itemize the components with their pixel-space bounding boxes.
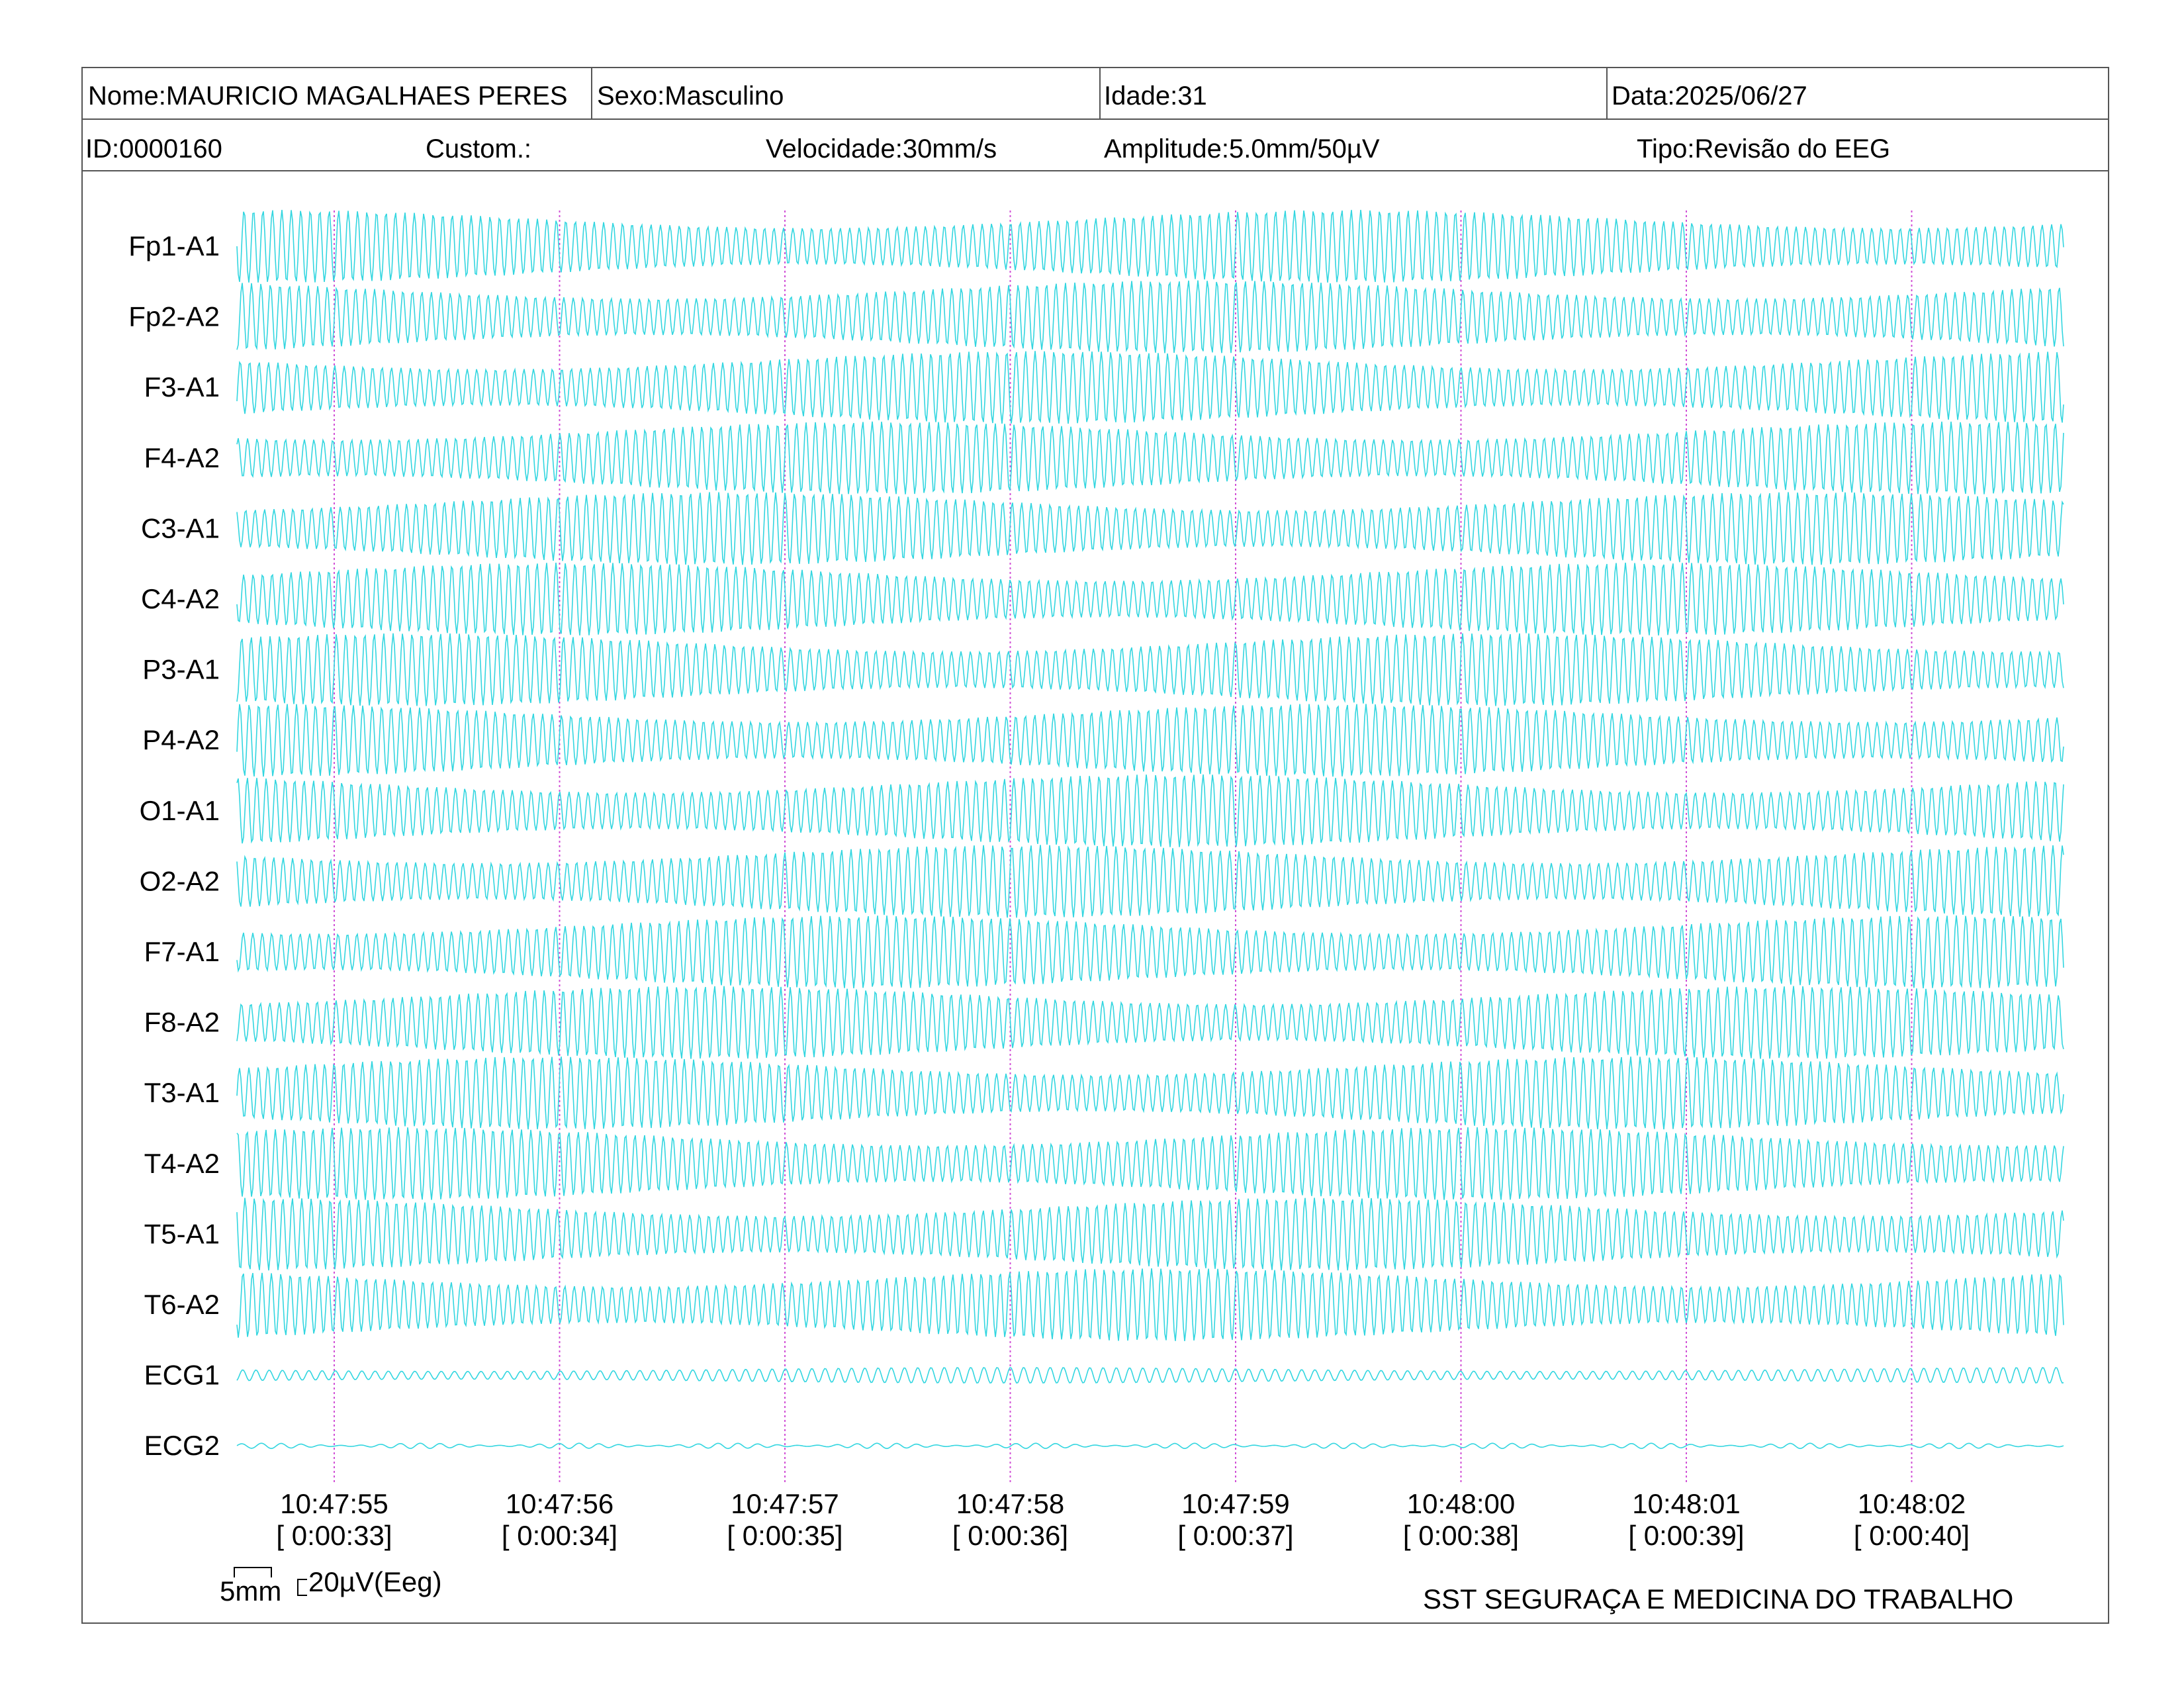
scale-bar (234, 1567, 307, 1596)
header-cell-divider (591, 68, 592, 120)
eeg-trace-f8-a2 (236, 986, 2064, 1059)
exam-type: Tipo:Revisão do EEG (1637, 134, 1891, 164)
custom-field: Custom.: (426, 134, 532, 164)
channel-label: P4-A2 (142, 724, 220, 755)
amplitude-setting: Amplitude:5.0mm/50µV (1104, 134, 1380, 164)
eeg-trace-o1-a1 (236, 774, 2064, 847)
time-elapsed-label: [ 0:00:38] (1403, 1520, 1519, 1551)
eeg-trace-c4-a2 (236, 563, 2064, 635)
header-divider-2 (83, 170, 2108, 171)
scale-time-label: 5mm (220, 1575, 282, 1607)
time-elapsed-label: [ 0:00:34] (502, 1520, 617, 1551)
patient-id: ID:0000160 (85, 134, 222, 164)
report-frame: Nome:MAURICIO MAGALHAES PERES Sexo:Mascu… (81, 67, 2109, 1624)
channel-label: T4-A2 (144, 1148, 220, 1179)
scale-amplitude-label: 20µV(Eeg) (308, 1566, 442, 1597)
time-elapsed-label: [ 0:00:33] (276, 1520, 392, 1551)
time-clock-label: 10:47:57 (731, 1488, 839, 1519)
time-clock-label: 10:48:02 (1858, 1488, 1966, 1519)
patient-name: Nome:MAURICIO MAGALHAES PERES (88, 81, 568, 111)
channel-label: T3-A1 (144, 1077, 220, 1108)
eeg-traces (236, 210, 2064, 1450)
time-axis-labels: 10:47:55[ 0:00:33] 10:47:56[ 0:00:34] 10:4… (276, 1488, 1970, 1551)
channel-label: Fp2-A2 (128, 301, 220, 332)
eeg-trace-ecg2 (236, 1442, 2064, 1450)
eeg-trace-t5-a1 (236, 1197, 2064, 1271)
time-elapsed-label: [ 0:00:36] (952, 1520, 1068, 1551)
time-clock-label: 10:47:58 (956, 1488, 1065, 1519)
channel-label: ECG2 (144, 1430, 220, 1461)
eeg-trace-o2-a2 (236, 845, 2064, 918)
channel-label: Fp1-A1 (128, 230, 220, 261)
channel-label: F4-A2 (144, 442, 220, 473)
channel-label: ECG1 (144, 1360, 220, 1391)
channel-label: F3-A1 (144, 371, 220, 402)
eeg-trace-p4-a2 (236, 704, 2064, 777)
time-elapsed-label: [ 0:00:35] (727, 1520, 842, 1551)
channel-label: T5-A1 (144, 1218, 220, 1249)
eeg-trace-p3-a1 (236, 633, 2064, 706)
time-clock-label: 10:48:01 (1632, 1488, 1741, 1519)
eeg-trace-ecg1 (236, 1367, 2064, 1384)
eeg-trace-fp1-a1 (236, 210, 2064, 283)
patient-age: Idade:31 (1104, 81, 1207, 111)
channel-label: O2-A2 (140, 865, 220, 896)
speed-setting: Velocidade:30mm/s (766, 134, 997, 164)
channel-labels: Fp1-A1 Fp2-A2 F3-A1 F4-A2 C3-A1 C4-A2 P3-A1 P4-… (128, 230, 220, 1461)
channel-label: F8-A2 (144, 1007, 220, 1038)
eeg-trace-c3-a1 (236, 492, 2064, 565)
exam-date: Data:2025/06/27 (1612, 81, 1807, 111)
eeg-trace-t6-a2 (236, 1268, 2064, 1341)
time-clock-label: 10:47:55 (280, 1488, 388, 1519)
channel-label: C3-A1 (141, 512, 220, 543)
patient-sex: Sexo:Masculino (597, 81, 784, 111)
channel-label: O1-A1 (140, 795, 220, 826)
channel-label: T6-A2 (144, 1289, 220, 1320)
channel-label: P3-A1 (142, 654, 220, 685)
eeg-trace-t4-a2 (236, 1127, 2064, 1200)
eeg-trace-fp2-a2 (236, 280, 2064, 353)
time-elapsed-label: [ 0:00:40] (1854, 1520, 1970, 1551)
time-clock-label: 10:47:56 (506, 1488, 614, 1519)
time-elapsed-label: [ 0:00:39] (1628, 1520, 1744, 1551)
eeg-trace-f3-a1 (236, 351, 2064, 424)
channel-label: F7-A1 (144, 936, 220, 967)
time-markers (334, 211, 1913, 1483)
time-clock-label: 10:47:59 (1181, 1488, 1290, 1519)
time-clock-label: 10:48:00 (1407, 1488, 1516, 1519)
eeg-trace-t3-a1 (236, 1056, 2064, 1130)
header-cell-divider (1099, 68, 1101, 120)
eeg-trace-f7-a1 (236, 915, 2064, 988)
channel-label: C4-A2 (141, 583, 220, 614)
eeg-trace-f4-a2 (236, 421, 2064, 494)
header-cell-divider (1606, 68, 1608, 120)
company-name: SST SEGURAÇA E MEDICINA DO TRABALHO (1423, 1583, 2014, 1615)
header-divider-1 (83, 118, 2108, 120)
time-elapsed-label: [ 0:00:37] (1177, 1520, 1293, 1551)
